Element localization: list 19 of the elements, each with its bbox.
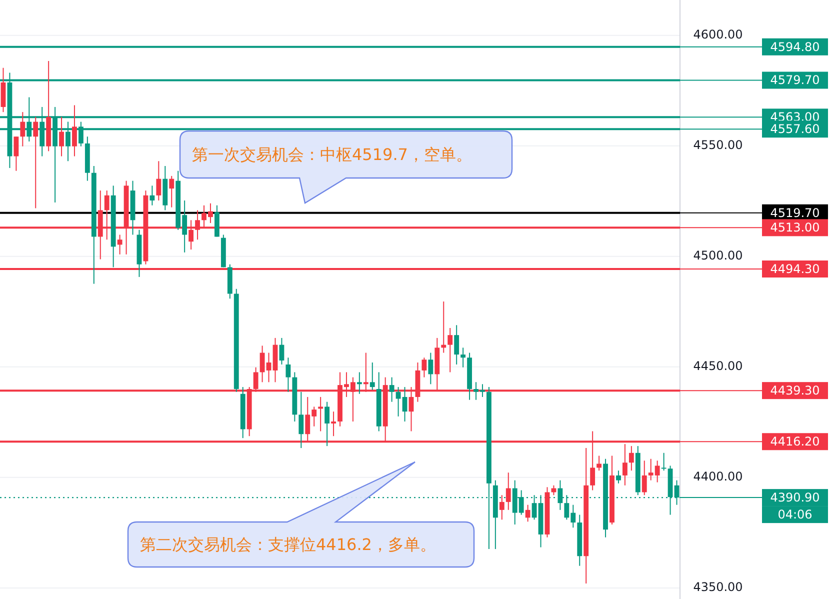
ref-line-label: 4594.80 <box>770 40 820 54</box>
annotation: 第一次交易机会：中枢4519.7，空单。 <box>192 145 472 164</box>
ref-line-label: 4390.90 <box>770 490 820 505</box>
y-tick-label: 4400.00 <box>693 470 743 484</box>
ref-line-label: 4557.60 <box>770 122 820 136</box>
ref-line-label: 4513.00 <box>770 220 820 235</box>
y-tick-label: 4450.00 <box>693 359 743 374</box>
ref-line-label: 4494.30 <box>770 262 820 276</box>
ref-line-label: 4579.70 <box>770 73 820 88</box>
ref-line-label: 4416.20 <box>770 434 820 449</box>
y-tick-label: 4600.00 <box>693 28 743 42</box>
ref-line-label: 4439.30 <box>770 384 820 398</box>
ref-line-label: 4519.70 <box>770 206 820 220</box>
y-tick-label: 4550.00 <box>693 138 743 152</box>
y-tick-label: 4350.00 <box>693 580 743 594</box>
ref-line-label: 4563.00 <box>770 110 820 124</box>
y-tick-label: 4500.00 <box>693 248 743 263</box>
annotation: 第二次交易机会：支撑位4416.2，多单。 <box>140 535 436 554</box>
text: 04:06 <box>778 508 812 522</box>
